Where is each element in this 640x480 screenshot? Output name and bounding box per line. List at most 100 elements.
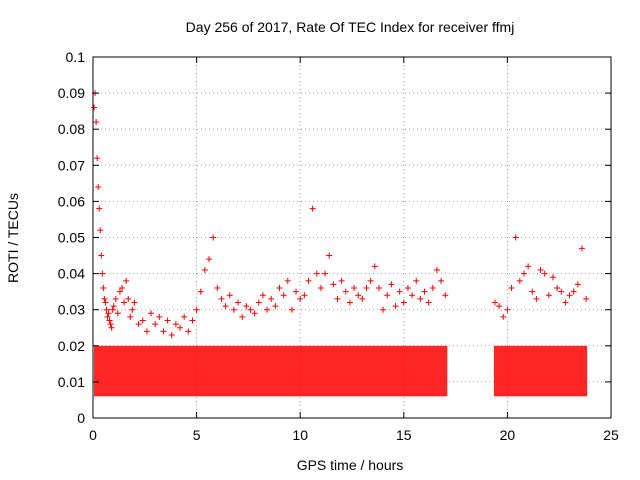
data-point — [421, 288, 428, 295]
data-point — [504, 306, 511, 313]
y-axis-label: ROTI / TECUs — [5, 193, 21, 283]
data-point — [583, 295, 590, 302]
data-point — [112, 295, 119, 302]
y-tick-label: 0.01 — [58, 374, 85, 390]
data-point — [338, 277, 345, 284]
y-tick-label: 0.08 — [58, 121, 85, 137]
data-point — [380, 306, 387, 313]
data-point — [342, 288, 349, 295]
data-point — [160, 328, 167, 335]
data-point — [404, 285, 411, 292]
data-point — [429, 285, 436, 292]
data-point — [168, 331, 175, 338]
data-point — [545, 292, 552, 299]
data-point — [156, 313, 163, 320]
data-point — [127, 313, 134, 320]
y-axis-ticks: 0 0.01 0.02 0.03 0.04 0.05 0.06 0.07 0.08 0.09 0.1 — [58, 49, 611, 426]
data-point — [413, 277, 420, 284]
x-axis-ticks: 0 5 10 15 20 25 — [89, 57, 619, 443]
dense-data-band — [94, 345, 448, 397]
data-point — [104, 313, 111, 320]
data-point — [496, 303, 503, 310]
data-point — [516, 277, 523, 284]
x-tick-label: 15 — [396, 427, 412, 443]
y-tick-label: 0.03 — [58, 302, 85, 318]
data-point — [226, 292, 233, 299]
data-density-band — [94, 345, 588, 397]
data-point — [562, 299, 569, 306]
y-tick-label: 0.1 — [66, 49, 86, 65]
data-point — [259, 292, 266, 299]
data-point — [533, 295, 540, 302]
data-point — [520, 270, 527, 277]
data-point — [558, 288, 565, 295]
data-point — [96, 205, 103, 212]
scatter-points — [91, 90, 590, 338]
data-point — [255, 299, 262, 306]
data-point — [114, 310, 121, 317]
data-point — [189, 317, 196, 324]
data-point — [131, 299, 138, 306]
x-axis-label: GPS time / hours — [297, 457, 404, 473]
data-point — [417, 295, 424, 302]
data-point — [143, 328, 150, 335]
data-point — [152, 321, 159, 328]
data-point — [529, 288, 536, 295]
y-tick-label: 0 — [77, 410, 85, 426]
data-point — [272, 303, 279, 310]
data-point — [100, 285, 107, 292]
data-point — [230, 306, 237, 313]
y-tick-label: 0.02 — [58, 338, 85, 354]
data-point — [442, 292, 449, 299]
data-point — [346, 299, 353, 306]
x-tick-label: 5 — [193, 427, 201, 443]
data-point — [239, 313, 246, 320]
data-point — [106, 317, 113, 324]
y-tick-label: 0.06 — [58, 193, 85, 209]
data-point — [280, 292, 287, 299]
data-point — [284, 277, 291, 284]
data-point — [109, 306, 116, 313]
y-tick-label: 0.04 — [58, 266, 85, 282]
y-tick-label: 0.07 — [58, 157, 85, 173]
y-tick-label: 0.05 — [58, 230, 85, 246]
y-tick-label: 0.09 — [58, 85, 85, 101]
data-point — [222, 303, 229, 310]
data-point — [206, 256, 213, 263]
data-point — [367, 277, 374, 284]
data-point — [108, 324, 115, 331]
data-point — [326, 252, 333, 259]
data-point — [500, 313, 507, 320]
data-point — [334, 295, 341, 302]
data-point — [97, 227, 104, 234]
data-point — [181, 313, 188, 320]
data-point — [384, 292, 391, 299]
data-point — [574, 281, 581, 288]
data-point — [578, 245, 585, 252]
data-point — [512, 234, 519, 241]
data-point — [251, 310, 258, 317]
data-point — [193, 306, 200, 313]
data-point — [101, 295, 108, 302]
data-point — [268, 295, 275, 302]
data-point — [164, 317, 171, 324]
data-point — [388, 281, 395, 288]
data-point — [148, 310, 155, 317]
data-point — [425, 299, 432, 306]
data-point — [93, 118, 100, 125]
x-tick-label: 0 — [89, 427, 97, 443]
data-point — [396, 288, 403, 295]
data-point — [363, 285, 370, 292]
data-point — [185, 328, 192, 335]
data-point — [508, 285, 515, 292]
data-point — [214, 285, 221, 292]
data-point — [107, 321, 114, 328]
data-point — [392, 303, 399, 310]
data-point — [123, 277, 130, 284]
data-point — [305, 277, 312, 284]
data-point — [94, 155, 101, 162]
data-point — [91, 104, 98, 111]
data-point — [549, 274, 556, 281]
data-point — [313, 270, 320, 277]
data-point — [554, 285, 561, 292]
